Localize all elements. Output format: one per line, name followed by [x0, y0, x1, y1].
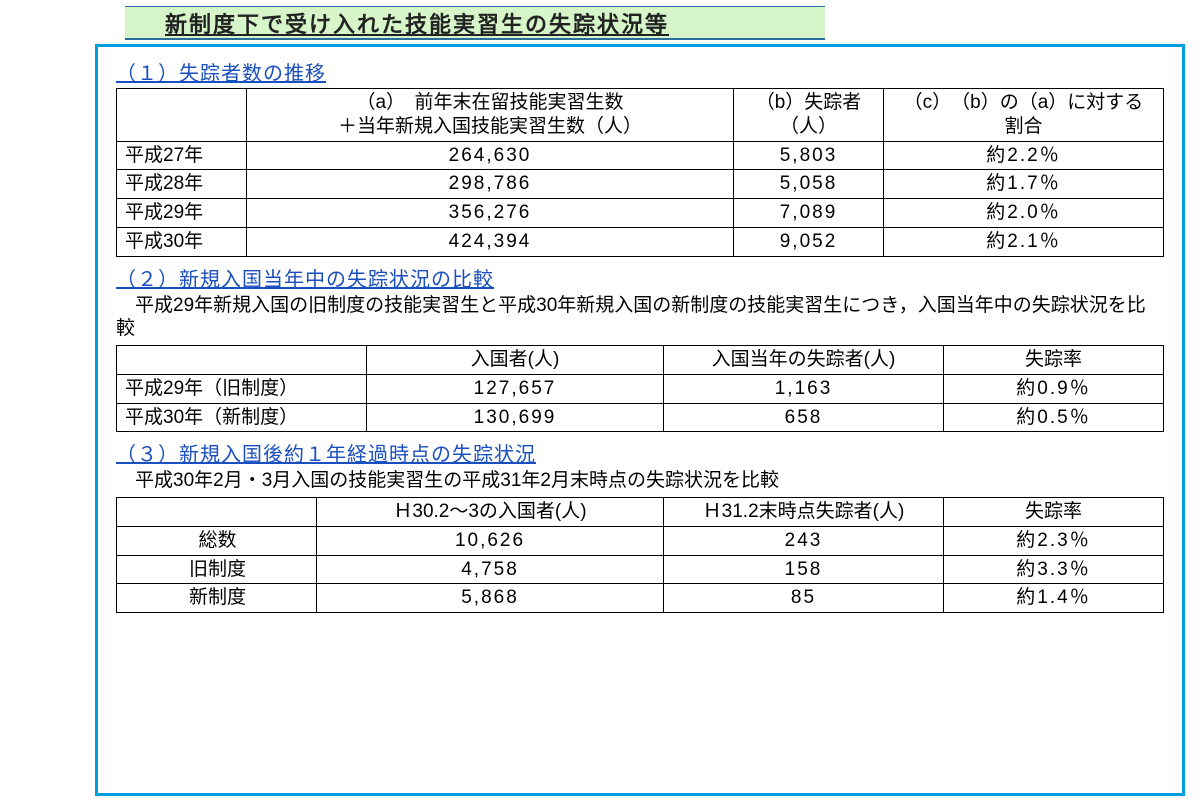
- section3-desc: 平成30年2月・3月入国の技能実習生の平成31年2月末時点の失踪状況を比較: [116, 469, 1164, 493]
- cell-a: 298,786: [247, 170, 734, 199]
- table-row: 平成28年 298,786 5,058 約1.7％: [117, 170, 1164, 199]
- cell-c: 約2.1％: [884, 227, 1164, 256]
- table-header-row: 入国者(人) 入国当年の失踪者(人) 失踪率: [117, 346, 1164, 375]
- col-blank: [117, 346, 367, 375]
- cell-b: 9,052: [734, 227, 884, 256]
- cell-a: 130,699: [367, 403, 664, 432]
- page: 新制度下で受け入れた技能実習生の失踪状況等 （１）失踪者数の推移 （a） 前年末…: [0, 0, 1200, 800]
- col-b: 入国当年の失踪者(人): [664, 346, 944, 375]
- table-2: 入国者(人) 入国当年の失踪者(人) 失踪率 平成29年（旧制度） 127,65…: [116, 345, 1164, 432]
- table-row: 平成29年 356,276 7,089 約2.0％: [117, 199, 1164, 228]
- cell-b: 7,089: [734, 199, 884, 228]
- cell-c: 約2.3％: [944, 526, 1164, 555]
- row-label: 旧制度: [117, 555, 317, 584]
- cell-a: 4,758: [317, 555, 664, 584]
- cell-c: 約3.3％: [944, 555, 1164, 584]
- table-header-row: Ｈ30.2～3の入国者(人) Ｈ31.2末時点失踪者(人) 失踪率: [117, 498, 1164, 527]
- title-bar: 新制度下で受け入れた技能実習生の失踪状況等: [125, 6, 825, 40]
- row-label: 平成29年（旧制度）: [117, 374, 367, 403]
- cell-b: 1,163: [664, 374, 944, 403]
- cell-a: 5,868: [317, 584, 664, 613]
- section2-heading: （２）新規入国当年中の失踪状況の比較: [116, 263, 1164, 292]
- row-label: 総数: [117, 526, 317, 555]
- cell-c: 約0.9％: [944, 374, 1164, 403]
- row-label: 平成29年: [117, 199, 247, 228]
- table-header-row: （a） 前年末在留技能実習生数＋当年新規入国技能実習生数（人） （b）失踪者（人…: [117, 89, 1164, 142]
- col-b: Ｈ31.2末時点失踪者(人): [664, 498, 944, 527]
- cell-a: 10,626: [317, 526, 664, 555]
- col-a: （a） 前年末在留技能実習生数＋当年新規入国技能実習生数（人）: [247, 89, 734, 142]
- col-c: 失踪率: [944, 498, 1164, 527]
- cell-a: 356,276: [247, 199, 734, 228]
- col-c: （c） （b）の（a）に対する割合: [884, 89, 1164, 142]
- table-row: 平成30年 424,394 9,052 約2.1％: [117, 227, 1164, 256]
- section2-desc: 平成29年新規入国の旧制度の技能実習生と平成30年新規入国の新制度の技能実習生に…: [116, 294, 1164, 342]
- col-a: 入国者(人): [367, 346, 664, 375]
- cell-a: 264,630: [247, 141, 734, 170]
- page-title: 新制度下で受け入れた技能実習生の失踪状況等: [165, 7, 669, 39]
- cell-c: 約2.0％: [884, 199, 1164, 228]
- table-3: Ｈ30.2～3の入国者(人) Ｈ31.2末時点失踪者(人) 失踪率 総数 10,…: [116, 497, 1164, 613]
- col-c: 失踪率: [944, 346, 1164, 375]
- cell-b: 5,058: [734, 170, 884, 199]
- row-label: 平成30年（新制度）: [117, 403, 367, 432]
- cell-c: 約2.2％: [884, 141, 1164, 170]
- cell-c: 約0.5％: [944, 403, 1164, 432]
- row-label: 平成28年: [117, 170, 247, 199]
- cell-a: 127,657: [367, 374, 664, 403]
- col-blank: [117, 498, 317, 527]
- col-b: （b）失踪者（人）: [734, 89, 884, 142]
- table-row: 旧制度 4,758 158 約3.3％: [117, 555, 1164, 584]
- row-label: 平成27年: [117, 141, 247, 170]
- col-blank: [117, 89, 247, 142]
- table-row: 総数 10,626 243 約2.3％: [117, 526, 1164, 555]
- row-label: 新制度: [117, 584, 317, 613]
- cell-a: 424,394: [247, 227, 734, 256]
- row-label: 平成30年: [117, 227, 247, 256]
- cell-b: 658: [664, 403, 944, 432]
- section1-heading: （１）失踪者数の推移: [116, 57, 1164, 86]
- content-frame: （１）失踪者数の推移 （a） 前年末在留技能実習生数＋当年新規入国技能実習生数（…: [95, 44, 1185, 796]
- table-row: 新制度 5,868 85 約1.4％: [117, 584, 1164, 613]
- table-row: 平成29年（旧制度） 127,657 1,163 約0.9％: [117, 374, 1164, 403]
- cell-b: 158: [664, 555, 944, 584]
- table-1: （a） 前年末在留技能実習生数＋当年新規入国技能実習生数（人） （b）失踪者（人…: [116, 88, 1164, 257]
- cell-c: 約1.4％: [944, 584, 1164, 613]
- col-a: Ｈ30.2～3の入国者(人): [317, 498, 664, 527]
- table-row: 平成27年 264,630 5,803 約2.2％: [117, 141, 1164, 170]
- cell-b: 5,803: [734, 141, 884, 170]
- cell-c: 約1.7％: [884, 170, 1164, 199]
- section3-heading: （３）新規入国後約１年経過時点の失踪状況: [116, 438, 1164, 467]
- cell-b: 243: [664, 526, 944, 555]
- cell-b: 85: [664, 584, 944, 613]
- table-row: 平成30年（新制度） 130,699 658 約0.5％: [117, 403, 1164, 432]
